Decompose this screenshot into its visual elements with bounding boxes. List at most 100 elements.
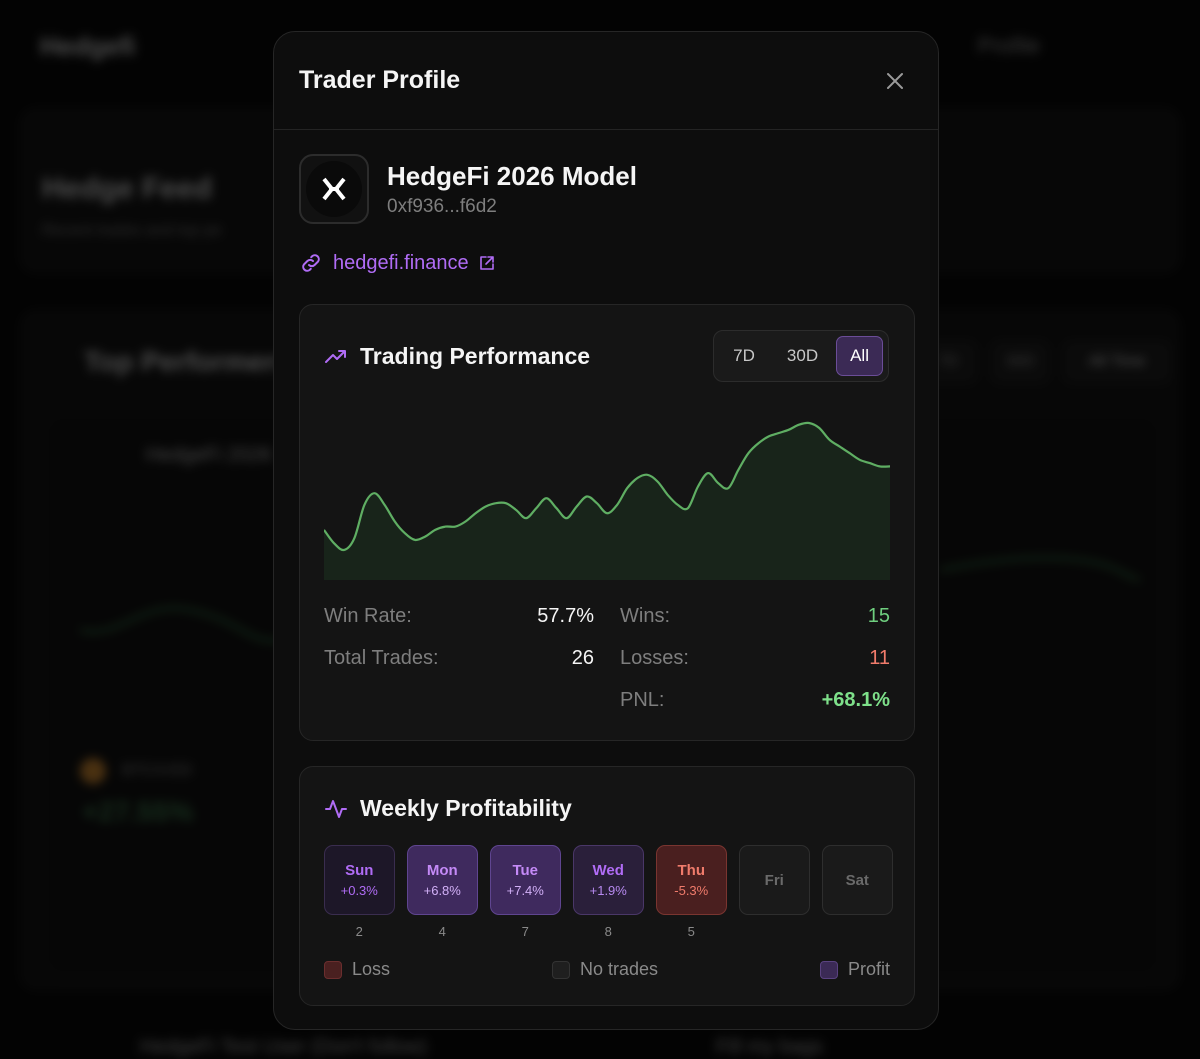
background-pnl: +27.55% xyxy=(82,796,194,827)
range-all-button[interactable]: All xyxy=(836,336,883,376)
legend-no-trades: No trades xyxy=(551,959,659,980)
day-name: Tue xyxy=(512,862,539,879)
day-name: Wed xyxy=(592,862,624,879)
day-sun[interactable]: Sun +0.3% 2 xyxy=(324,845,395,940)
loss-swatch xyxy=(324,960,342,979)
day-tile[interactable]: Thu -5.3% xyxy=(656,845,727,915)
performance-chart xyxy=(324,421,890,580)
trending-up-icon xyxy=(325,349,346,363)
background-footer-right: Fill my bags xyxy=(716,1036,823,1058)
link-icon xyxy=(302,254,320,272)
day-sat[interactable]: Sat xyxy=(822,845,893,940)
day-name: Mon xyxy=(426,862,458,879)
stat-total-trades: Total Trades: 26 xyxy=(324,647,594,670)
stat-losses: Losses: 11 xyxy=(620,647,890,670)
day-name: Thu xyxy=(677,862,706,879)
hedgefi-logo-icon xyxy=(306,161,362,217)
range-7d-button[interactable]: 7D xyxy=(733,346,755,365)
day-tile[interactable]: Sat xyxy=(822,845,893,915)
day-wed[interactable]: Wed +1.9% 8 xyxy=(573,845,644,940)
background-logo: Hedgefi xyxy=(40,30,136,61)
day-mon[interactable]: Mon +6.8% 4 xyxy=(407,845,478,940)
website-label: hedgefi.finance xyxy=(333,251,469,274)
day-trade-count xyxy=(739,924,810,940)
trading-performance-card: Trading Performance 7D 30D All Win Rate:… xyxy=(299,304,915,741)
day-name: Fri xyxy=(764,871,784,889)
background-pill: 30D xyxy=(990,340,1050,384)
day-tile[interactable]: Mon +6.8% xyxy=(407,845,478,915)
legend-loss-label: Loss xyxy=(352,959,391,979)
range-30d-button[interactable]: 30D xyxy=(786,346,819,365)
background-row-name: HedgeFi 2026 xyxy=(146,444,272,466)
day-name: Sun xyxy=(345,862,374,879)
background-feed-title: Hedge Feed xyxy=(42,172,213,205)
background-footer-left: HedgeFi Test User (Don't follow) xyxy=(140,1036,427,1058)
day-percent: -5.3% xyxy=(674,883,709,898)
modal-header: Trader Profile xyxy=(274,32,938,130)
time-range-selector: 7D 30D All xyxy=(713,330,889,382)
losses-label: Losses: xyxy=(620,647,689,669)
day-tile[interactable]: Wed +1.9% xyxy=(573,845,644,915)
day-tile[interactable]: Sun +0.3% xyxy=(324,845,395,915)
stat-win-rate: Win Rate: 57.7% xyxy=(324,605,594,628)
profit-swatch xyxy=(819,960,838,979)
external-link-icon xyxy=(479,256,494,270)
pnl-label: PNL: xyxy=(620,689,665,711)
day-thu[interactable]: Thu -5.3% 5 xyxy=(656,845,727,940)
background-top-title: Top Performers xyxy=(84,346,291,377)
legend-profit: Profit xyxy=(819,959,890,980)
close-icon xyxy=(887,72,903,89)
wins-value: 15 xyxy=(867,605,890,627)
legend-no-trades-label: No trades xyxy=(579,959,659,979)
background-nav-profile: Profile xyxy=(977,33,1040,58)
wins-label: Wins: xyxy=(620,605,670,627)
day-trade-count: 4 xyxy=(438,924,446,939)
background-symbol: BTC/USD xyxy=(122,762,193,779)
chart-series-line xyxy=(324,421,890,552)
day-trade-count: 7 xyxy=(521,924,529,939)
close-button[interactable] xyxy=(877,63,913,99)
day-trade-count: 2 xyxy=(355,924,363,939)
win-rate-label: Win Rate: xyxy=(324,605,412,627)
legend-loss: Loss xyxy=(324,959,390,980)
day-name: Sat xyxy=(845,871,869,889)
background-pill: All Time xyxy=(1062,340,1172,384)
day-trade-count xyxy=(822,924,893,940)
weekly-legend: Loss No trades Profit xyxy=(324,959,890,980)
day-percent: +7.4% xyxy=(506,883,544,898)
background-coin-icon xyxy=(80,758,106,784)
website-link[interactable]: hedgefi.finance xyxy=(299,251,495,275)
weekly-profitability-card: Weekly Profitability Sun +0.3% 2 Mon +6.8% 4 T… xyxy=(299,766,915,1006)
performance-title: Trading Performance xyxy=(360,343,591,369)
stat-pnl: PNL: +68.1% xyxy=(620,689,890,712)
total-trades-label: Total Trades: xyxy=(324,647,439,669)
weekly-header: Weekly Profitability xyxy=(324,795,572,822)
losses-value: 11 xyxy=(869,647,890,669)
day-percent: +6.8% xyxy=(423,883,461,898)
background-sparkline-left xyxy=(80,606,280,643)
trader-name: HedgeFi 2026 Model xyxy=(387,161,637,191)
day-tile[interactable]: Tue +7.4% xyxy=(490,845,561,915)
day-trade-count: 8 xyxy=(604,924,612,939)
trader-profile-modal: Trader Profile HedgeFi 2026 Model 0xf936… xyxy=(273,31,939,1030)
avatar xyxy=(299,154,369,224)
background-feed-subtitle: Recent trades and top pe xyxy=(42,222,222,239)
performance-header: Trading Performance xyxy=(324,343,590,370)
profile-header: HedgeFi 2026 Model 0xf936...f6d2 xyxy=(299,154,637,224)
day-tile[interactable]: Fri xyxy=(739,845,810,915)
day-trade-count: 5 xyxy=(687,924,695,939)
day-percent: +0.3% xyxy=(340,883,378,898)
background-nav: Hedgefi Profile xyxy=(0,0,1200,92)
modal-title: Trader Profile xyxy=(299,66,461,94)
wallet-address[interactable]: 0xf936...f6d2 xyxy=(387,196,497,217)
day-percent: +1.9% xyxy=(589,883,627,898)
no-trades-swatch xyxy=(551,960,570,979)
day-fri[interactable]: Fri xyxy=(739,845,810,940)
background-sparkline-right xyxy=(940,556,1140,582)
weekly-title: Weekly Profitability xyxy=(360,795,572,821)
chart-area-fill xyxy=(324,422,890,580)
day-tue[interactable]: Tue +7.4% 7 xyxy=(490,845,561,940)
win-rate-value: 57.7% xyxy=(537,605,594,627)
legend-profit-label: Profit xyxy=(847,959,890,979)
weekday-grid: Sun +0.3% 2 Mon +6.8% 4 Tue +7.4% 7 Wed +1.9% 8 Thu -… xyxy=(324,845,893,940)
